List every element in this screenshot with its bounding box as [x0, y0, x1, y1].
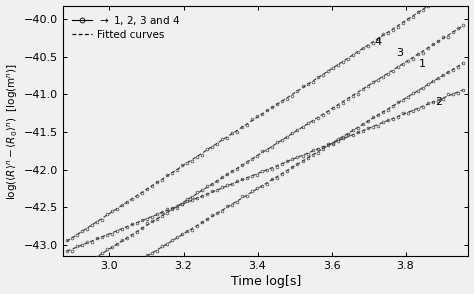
X-axis label: Time log[s]: Time log[s] — [231, 275, 301, 288]
Text: 3: 3 — [396, 48, 403, 58]
Text: 1: 1 — [419, 59, 426, 69]
Text: 4: 4 — [374, 37, 381, 47]
Y-axis label: $\log(\langle R\rangle^n - \langle R_0\rangle^n)$  $[\log(\mathrm{m}^n)]$: $\log(\langle R\rangle^n - \langle R_0\r… — [6, 62, 20, 200]
Text: 2: 2 — [435, 97, 442, 107]
Legend: $\rightarrow$ 1, 2, 3 and 4, Fitted curves: $\rightarrow$ 1, 2, 3 and 4, Fitted curv… — [68, 11, 183, 43]
